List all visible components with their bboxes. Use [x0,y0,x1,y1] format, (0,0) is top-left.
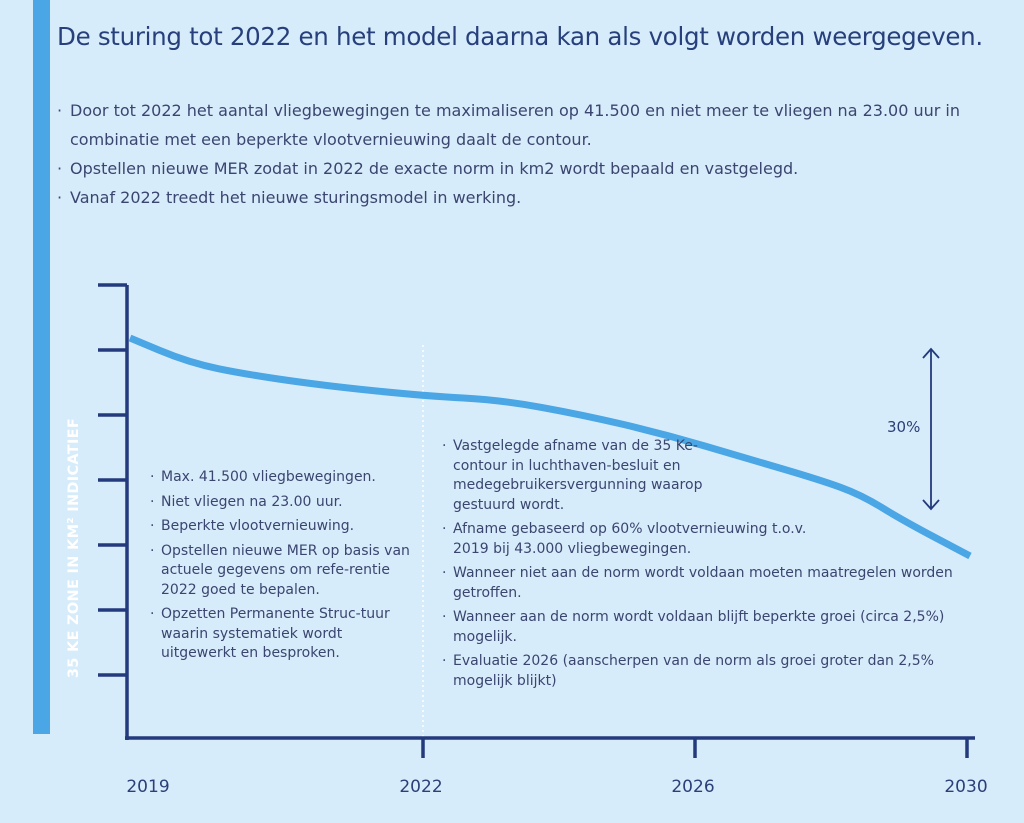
note-item: Wanneer niet aan de norm wordt voldaan m… [442,564,963,603]
x-tick-label: 2022 [399,777,443,797]
note-item: Evaluatie 2026 (aanscherpen van de norm … [442,652,953,691]
note-item: Max. 41.500 vliegbewegingen. [150,468,410,488]
note-item: Niet vliegen na 23.00 uur. [150,493,410,513]
arrow-head-down-icon [922,499,940,511]
notes-before-2022: Max. 41.500 vliegbewegingen. Niet vliege… [150,468,410,669]
page-title: De sturing tot 2022 en het model daarna … [57,22,983,51]
reduction-annotation-label: 30% [887,418,921,436]
y-axis-label-bar: 35 KE ZONE IN KM² INDICATIEF [33,0,82,734]
intro-item: Vanaf 2022 treedt het nieuwe sturingsmod… [57,183,1017,212]
note-item: Vastgelegde afname van de 35 Ke-contour … [442,437,703,515]
x-tick-label: 2026 [671,777,715,797]
intro-item: Opstellen nieuwe MER zodat in 2022 de ex… [57,154,1017,183]
x-tick-label: 2030 [944,777,988,797]
note-item: Opstellen nieuwe MER op basis van actuel… [150,542,410,601]
x-tick-label: 2019 [126,777,170,797]
intro-list: Door tot 2022 het aantal vliegbewegingen… [57,96,1017,212]
arrow-head-up-icon [922,347,940,359]
notes-after-2022: Vastgelegde afname van de 35 Ke-contour … [442,437,962,696]
note-item: Beperkte vlootvernieuwing. [150,517,410,537]
intro-item: Door tot 2022 het aantal vliegbewegingen… [57,96,1017,154]
note-item: Wanneer aan de norm wordt voldaan blijft… [442,608,973,647]
series-line [128,334,972,560]
note-item: Afname gebaseerd op 60% vlootvernieuwing… [442,520,843,559]
note-item: Opzetten Permanente Struc-tuur waarin sy… [150,605,410,664]
